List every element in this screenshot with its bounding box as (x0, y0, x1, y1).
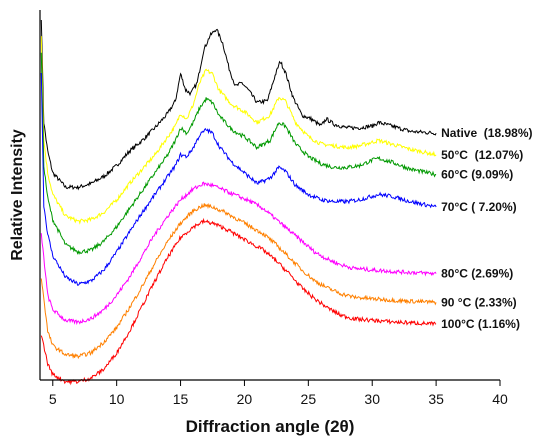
series-line-6 (40, 217, 437, 386)
series-label-6: 100°C (1.16%) (441, 317, 520, 331)
series-line-5 (40, 202, 437, 360)
series-line-1 (40, 36, 437, 225)
series-line-4 (40, 181, 437, 326)
x-tick-label-4: 25 (301, 391, 317, 407)
y-axis-title: Relative Intensity (9, 129, 26, 261)
series-label-4: 80°C (2.69%) (441, 267, 513, 281)
series-label-0: Native (18.98%) (441, 126, 532, 140)
x-tick-label-6: 35 (428, 391, 444, 407)
x-tick-label-1: 10 (109, 391, 125, 407)
series-label-1: 50°C (12.07%) (441, 148, 523, 162)
series-line-0 (40, 19, 437, 191)
series-labels: Native (18.98%) 50°C (12.07%) 60°C (9.09%)… (441, 126, 532, 331)
series-line-3 (40, 72, 437, 286)
x-tick-label-7: 40 (492, 391, 508, 407)
x-tick-label-0: 5 (49, 391, 57, 407)
x-tick-label-2: 15 (173, 391, 189, 407)
series-label-3: 70°C ( 7.20%) (441, 200, 517, 214)
x-tick-label-3: 20 (237, 391, 253, 407)
series-label-5: 90 °C (2.33%) (441, 295, 517, 309)
x-ticks: 5 10 15 20 25 30 35 40 (49, 380, 508, 407)
series-layer (40, 19, 437, 386)
x-axis-title: Diffraction angle (2θ) (186, 417, 355, 436)
x-tick-label-5: 30 (364, 391, 380, 407)
series-label-2: 60°C (9.09%) (441, 168, 513, 182)
series-line-2 (40, 52, 437, 255)
